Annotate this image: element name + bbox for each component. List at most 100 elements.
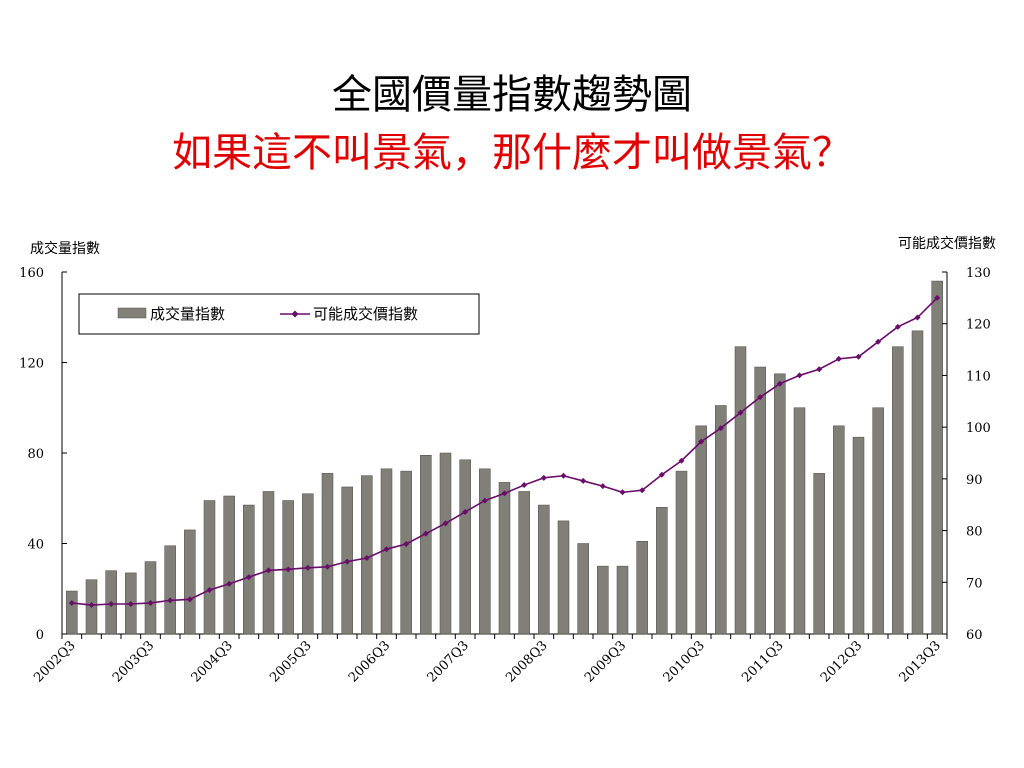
line-point [167, 597, 174, 604]
x-tick-label: 2011Q3 [739, 638, 786, 685]
bar [321, 473, 334, 635]
line-point [304, 564, 311, 571]
line-point [540, 474, 547, 481]
legend-bar-swatch [117, 307, 147, 319]
bar [223, 495, 235, 635]
right-tick-label: 90 [966, 473, 983, 488]
legend-line-marker [291, 310, 299, 318]
x-tick-label: 2003Q3 [110, 638, 157, 685]
x-tick-label: 2004Q3 [189, 638, 236, 685]
line-point [934, 294, 941, 301]
bar [636, 540, 648, 635]
x-tick-label: 2002Q3 [31, 638, 78, 685]
line-point [344, 558, 351, 565]
right-tick-label: 60 [966, 628, 983, 643]
line-point [481, 497, 488, 504]
x-tick-label: 2010Q3 [661, 638, 708, 685]
bar [164, 545, 176, 635]
line-point [678, 457, 685, 464]
line-point [363, 554, 370, 561]
right-tick-label: 130 [966, 266, 991, 281]
bar [498, 482, 511, 635]
bar [793, 407, 806, 635]
left-tick-label: 80 [27, 447, 44, 462]
page-subtitle: 如果這不叫景氣，那什麼才叫做景氣？ [172, 130, 852, 176]
bar [459, 459, 471, 635]
right-tick-label: 70 [966, 576, 983, 591]
bar [262, 491, 275, 635]
x-axis: 2002Q3 2003Q3 2004Q3 2005Q3 2006Q3 2007Q3 2008… [31, 634, 948, 686]
bar [754, 366, 766, 635]
line-point [737, 409, 744, 416]
line-point [226, 580, 233, 587]
line-point [501, 490, 508, 497]
line-point [403, 541, 410, 548]
bar [715, 405, 727, 635]
line-point [442, 520, 449, 527]
bar [911, 330, 924, 635]
line-point [285, 566, 292, 573]
bar [774, 373, 786, 635]
line-point [245, 574, 252, 581]
bar [66, 590, 78, 635]
chart-legend: 成交量指數 可能成交價指數 [78, 293, 480, 335]
left-tick-label: 0 [36, 628, 44, 643]
bar [538, 504, 550, 635]
bar [557, 520, 570, 635]
line-point [324, 563, 331, 570]
bar [931, 280, 943, 635]
x-tick-label: 2006Q3 [346, 638, 393, 685]
bar [892, 346, 904, 635]
line-point [108, 601, 115, 608]
line-point [206, 587, 213, 594]
line-point [186, 596, 193, 603]
left-tick-label: 160 [19, 266, 44, 281]
x-tick-label: 2007Q3 [425, 638, 472, 685]
line-point [68, 599, 75, 606]
left-tick-label: 120 [19, 357, 44, 372]
line-point [127, 601, 134, 608]
bar [144, 561, 157, 635]
legend-bar-label: 成交量指數 [150, 305, 225, 323]
bar [420, 455, 432, 635]
x-tick-label: 2008Q3 [503, 638, 550, 685]
line-point [816, 366, 823, 373]
bar [813, 473, 825, 635]
left-axis-title: 成交量指數 [30, 240, 100, 257]
bar [439, 452, 452, 635]
right-tick-label: 80 [966, 525, 983, 540]
bar [872, 407, 884, 635]
bar [518, 491, 530, 635]
line-point [658, 471, 665, 478]
left-axis: 0 40 80 120 160 [19, 266, 67, 643]
line-point [619, 489, 626, 496]
price-volume-chart: 成交量指數 可能成交價指數 0 40 80 120 160 60 70 80 90 100 110… [19, 235, 996, 686]
line-point [462, 508, 469, 515]
right-axis: 60 70 80 90 100 110 120 130 [942, 266, 991, 643]
line-point [147, 599, 154, 606]
bar [577, 543, 589, 635]
legend-line-label: 可能成交價指數 [313, 305, 418, 323]
line-point [835, 355, 842, 362]
left-tick-label: 40 [27, 538, 44, 553]
x-tick-label: 2013Q3 [897, 638, 944, 685]
right-tick-label: 120 [966, 318, 991, 333]
right-tick-label: 110 [966, 369, 991, 384]
line-point [717, 425, 724, 432]
bar [479, 468, 491, 635]
line-point [894, 323, 901, 330]
line-point [796, 372, 803, 379]
line-point [698, 438, 705, 445]
bar [675, 470, 688, 635]
line-point [776, 380, 783, 387]
bar [361, 475, 373, 635]
line-point [639, 487, 646, 494]
bar [734, 346, 747, 635]
bar [243, 504, 255, 635]
x-tick-label: 2009Q3 [582, 638, 629, 685]
line-series [68, 294, 941, 609]
page-title: 全國價量指數趨勢圖 [332, 72, 692, 118]
bar [184, 529, 196, 635]
bar [616, 565, 629, 635]
line-point [580, 477, 587, 484]
